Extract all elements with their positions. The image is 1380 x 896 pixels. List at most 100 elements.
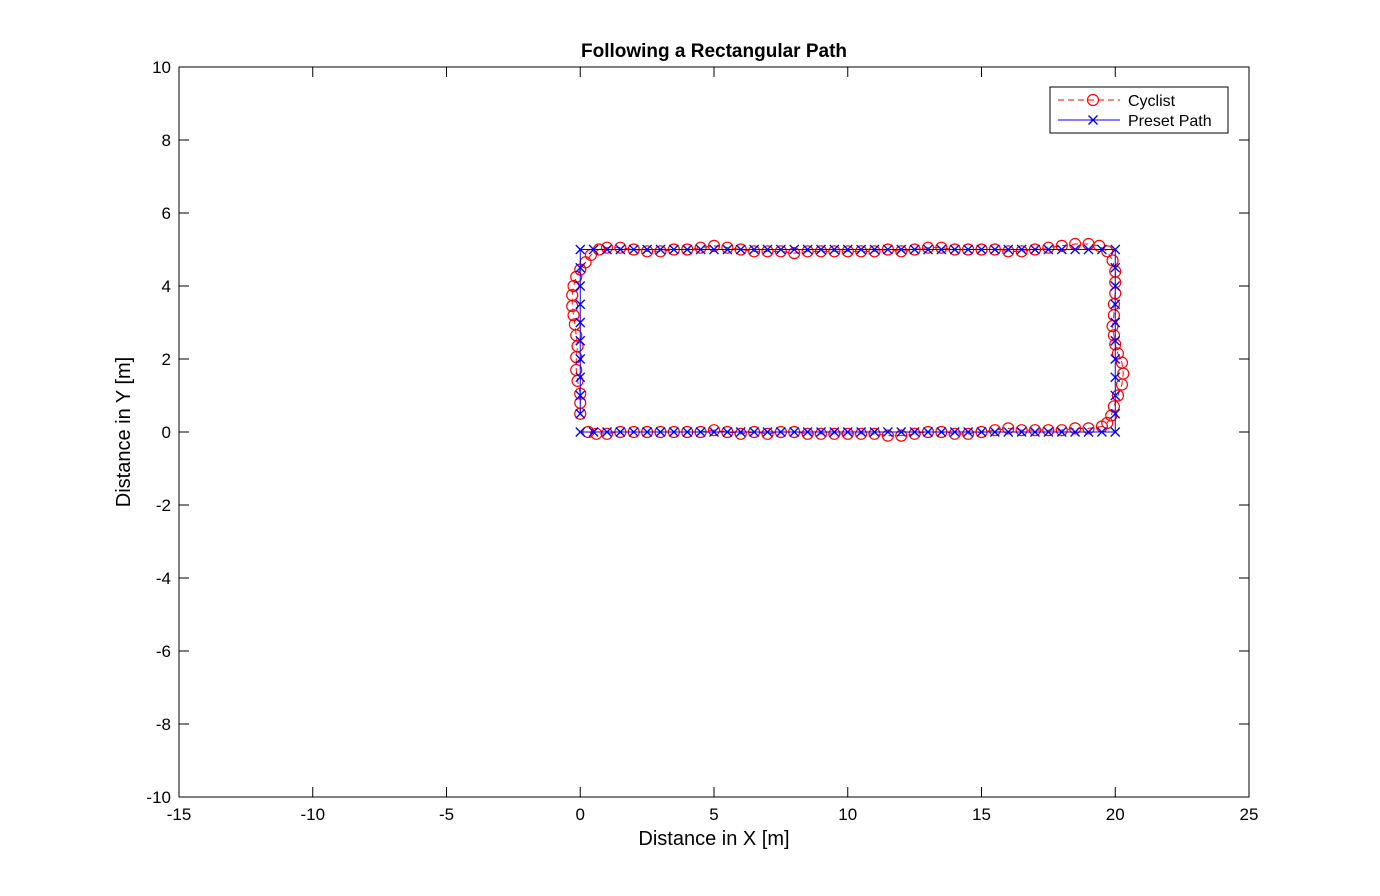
- data-point: [748, 245, 761, 258]
- data-point: [1110, 317, 1121, 328]
- y-tick-label: -6: [156, 642, 171, 661]
- data-point: [615, 427, 626, 437]
- data-point: [816, 244, 826, 255]
- y-tick-label: 8: [162, 131, 171, 150]
- data-point: [1083, 427, 1094, 437]
- y-tick-label: 4: [162, 277, 171, 296]
- data-point: [602, 427, 612, 437]
- data-point: [949, 244, 960, 255]
- data-point: [567, 279, 580, 293]
- data-point: [1030, 244, 1040, 255]
- data-point: [1042, 424, 1055, 437]
- data-point: [695, 427, 706, 437]
- data-point: [923, 244, 933, 255]
- data-point: [881, 429, 894, 442]
- data-point: [575, 372, 586, 383]
- data-point: [642, 427, 653, 437]
- legend-marker: [1088, 115, 1098, 125]
- data-point: [963, 244, 974, 255]
- data-point: [829, 244, 840, 255]
- data-point: [882, 427, 893, 437]
- data-point: [789, 427, 800, 437]
- data-point: [828, 427, 841, 440]
- x-tick-label: 20: [1106, 805, 1125, 824]
- data-point: [600, 241, 614, 254]
- data-point: [722, 244, 733, 255]
- data-point: [801, 427, 814, 440]
- series-preset-path: [575, 244, 1121, 437]
- data-point: [1110, 390, 1121, 401]
- y-tick-label: 0: [162, 423, 171, 442]
- y-tick-label: -8: [156, 715, 171, 734]
- data-point: [614, 241, 627, 254]
- data-point: [1111, 389, 1125, 402]
- data-point: [1110, 262, 1121, 273]
- data-point: [816, 427, 826, 437]
- data-point: [575, 408, 586, 419]
- data-point: [655, 244, 666, 255]
- data-point: [882, 244, 893, 255]
- data-point: [788, 247, 801, 260]
- data-point: [567, 309, 580, 322]
- data-point: [695, 244, 706, 255]
- data-point: [1110, 372, 1121, 383]
- data-point: [575, 317, 586, 328]
- data-point: [869, 427, 880, 437]
- data-point: [802, 427, 813, 437]
- y-tick-label: -4: [156, 569, 171, 588]
- data-point: [1110, 354, 1121, 364]
- data-point: [1015, 424, 1028, 437]
- data-point: [735, 427, 746, 437]
- y-tick-label: -2: [156, 496, 171, 515]
- data-point: [829, 427, 840, 437]
- data-point: [655, 427, 666, 437]
- legend-label: Cyclist: [1128, 93, 1176, 110]
- data-point: [590, 427, 603, 440]
- x-tick-label: 10: [838, 805, 857, 824]
- data-point: [1083, 244, 1094, 255]
- data-point: [709, 244, 719, 255]
- data-point: [668, 244, 679, 255]
- data-point: [1082, 422, 1095, 435]
- data-point: [707, 424, 721, 437]
- chart-title: Following a Rectangular Path: [581, 41, 847, 62]
- x-tick-label: 15: [972, 805, 991, 824]
- data-point: [976, 427, 987, 437]
- data-point: [1002, 245, 1015, 258]
- legend-box: [1049, 86, 1229, 134]
- data-point: [841, 427, 854, 440]
- data-point: [588, 244, 599, 255]
- data-point: [868, 427, 881, 440]
- data-point: [654, 245, 667, 258]
- data-point: [869, 244, 880, 255]
- data-point: [761, 245, 774, 258]
- data-point: [1003, 427, 1014, 437]
- data-point: [749, 244, 760, 255]
- data-point: [575, 427, 586, 437]
- data-point: [641, 245, 654, 258]
- data-point: [855, 245, 868, 258]
- data-point: [749, 427, 760, 437]
- x-tick-label: -15: [167, 805, 192, 824]
- y-tick-label: 6: [162, 204, 171, 223]
- data-point: [707, 239, 721, 252]
- legend: Cyclist Preset Path: [1049, 86, 1229, 134]
- data-point: [789, 244, 800, 255]
- data-point: [709, 427, 719, 437]
- data-point: [761, 427, 774, 440]
- data-point: [962, 427, 975, 440]
- data-point: [856, 244, 867, 255]
- data-point: [1096, 427, 1107, 437]
- data-point: [1070, 244, 1081, 255]
- data-point: [814, 245, 828, 258]
- data-point: [1096, 244, 1107, 255]
- data-point: [682, 244, 693, 255]
- data-point: [896, 427, 907, 437]
- data-point: [842, 244, 853, 255]
- data-point: [855, 427, 868, 440]
- data-point: [734, 427, 747, 440]
- data-point: [575, 354, 586, 364]
- y-axis-label: Distance in Y [m]: [113, 357, 135, 507]
- data-point: [908, 427, 921, 440]
- data-point: [1110, 335, 1121, 346]
